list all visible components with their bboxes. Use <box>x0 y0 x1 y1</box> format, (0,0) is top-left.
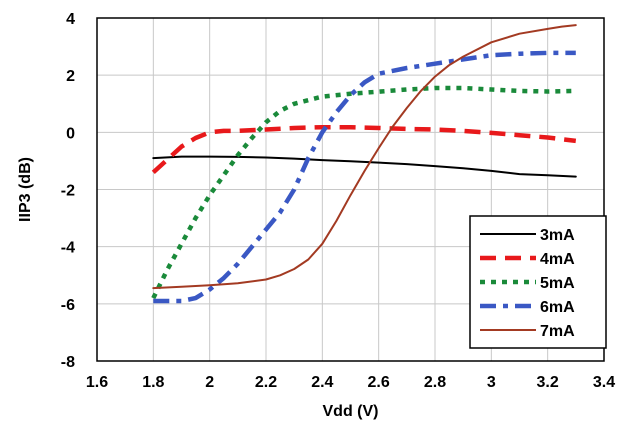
y-tick-label: -8 <box>61 354 75 371</box>
x-tick-label: 1.8 <box>142 374 164 391</box>
x-axis-label: Vdd (V) <box>323 403 379 420</box>
y-tick-label: 4 <box>66 11 75 28</box>
legend-label: 7mA <box>540 323 575 340</box>
legend-box <box>469 215 607 349</box>
x-tick-label: 3.4 <box>593 374 615 391</box>
x-tick-label: 2 <box>205 374 214 391</box>
x-tick-label: 2.4 <box>311 374 333 391</box>
y-tick-label: 2 <box>66 68 75 85</box>
x-tick-label: 3 <box>487 374 496 391</box>
x-tick-label: 2.2 <box>255 374 277 391</box>
y-tick-label: -6 <box>61 297 75 314</box>
series-layer <box>151 24 577 304</box>
series-line-5mA <box>151 85 576 300</box>
legend-label: 6mA <box>540 299 575 316</box>
legend-label: 3mA <box>540 227 575 244</box>
x-tick-label: 2.6 <box>368 374 390 391</box>
series-line-6mA <box>153 50 576 304</box>
x-tick-labels: 1.6 1.8 2 2.2 2.4 2.6 2.8 3 3.2 3.4 <box>86 374 615 391</box>
plot-frame <box>96 17 605 362</box>
legend: 3mA 4mA 5mA 6mA 7mA <box>469 215 607 349</box>
y-tick-labels: -8 -6 -4 -2 0 2 4 <box>61 11 75 371</box>
y-tick-label: -2 <box>61 183 75 200</box>
y-tick-label: 0 <box>66 125 75 142</box>
legend-label: 5mA <box>540 275 575 292</box>
y-tick-label: -4 <box>61 240 75 257</box>
series-line-3mA <box>152 155 577 178</box>
x-tick-label: 1.6 <box>86 374 108 391</box>
legend-label: 4mA <box>540 251 575 268</box>
series-line-4mA <box>151 124 577 175</box>
x-tick-label: 3.2 <box>537 374 559 391</box>
series-line-7mA <box>152 24 577 290</box>
y-axis-label: IIP3 (dB) <box>17 157 34 222</box>
x-tick-label: 2.8 <box>424 374 446 391</box>
